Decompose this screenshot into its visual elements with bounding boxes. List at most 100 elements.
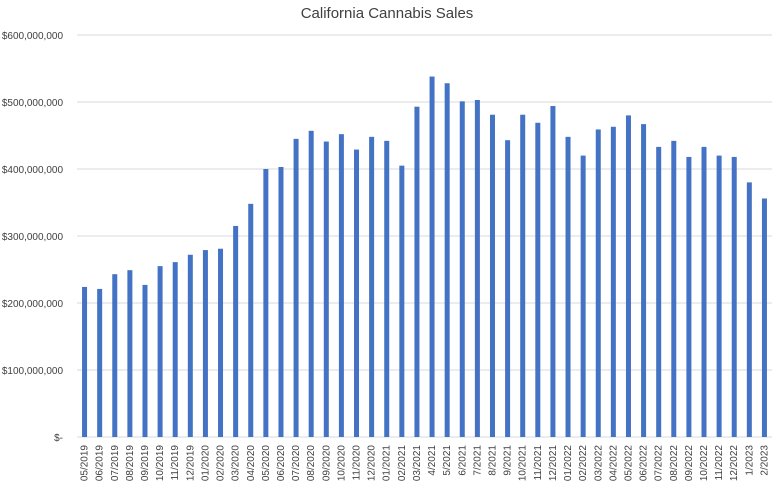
chart-title: California Cannabis Sales xyxy=(300,5,474,22)
x-tick-label: 03/2022 xyxy=(593,445,604,482)
bar xyxy=(233,225,239,437)
bar xyxy=(414,106,420,437)
x-tick-label: 11/2021 xyxy=(533,445,544,481)
x-tick-label: 8/2021 xyxy=(487,445,498,476)
bar xyxy=(701,146,707,437)
bar xyxy=(444,83,450,438)
y-tick-label: $- xyxy=(54,433,63,444)
bar xyxy=(580,155,586,437)
x-tick-label: 12/2021 xyxy=(548,445,559,482)
bar xyxy=(399,165,405,437)
x-tick-label: 06/2022 xyxy=(639,445,650,482)
bar xyxy=(308,130,314,437)
bar xyxy=(625,115,631,438)
x-tick-label: 01/2022 xyxy=(563,445,574,482)
bar xyxy=(384,140,390,438)
x-tick-label: 10/2020 xyxy=(336,445,347,482)
x-tick-label: 09/2020 xyxy=(321,445,332,482)
y-tick-label: $400,000,000 xyxy=(2,165,64,176)
x-tick-label: 02/2021 xyxy=(397,445,408,482)
bar xyxy=(278,166,284,438)
x-tick-label: 12/2022 xyxy=(729,445,740,482)
x-tick-label: 03/2020 xyxy=(231,445,242,482)
bar xyxy=(595,129,601,437)
bar xyxy=(550,106,556,438)
bar xyxy=(218,248,224,437)
y-axis-ticks: $- $100,000,000 $200,000,000 $300,000,000 $4… xyxy=(2,31,64,444)
bar xyxy=(157,266,163,437)
bar xyxy=(489,114,495,437)
x-tick-label: 05/2020 xyxy=(261,445,272,482)
y-tick-label: $100,000,000 xyxy=(2,366,64,377)
bar xyxy=(761,198,767,437)
bars xyxy=(82,76,767,438)
bar xyxy=(172,262,178,437)
bar xyxy=(429,76,435,437)
x-tick-label: 03/2021 xyxy=(412,445,423,482)
bar xyxy=(505,140,511,437)
bar xyxy=(746,182,752,437)
bar xyxy=(187,254,193,437)
y-tick-label: $600,000,000 xyxy=(2,31,64,42)
bar xyxy=(354,149,360,437)
x-tick-label: 2/2023 xyxy=(759,445,770,476)
y-tick-label: $200,000,000 xyxy=(2,299,64,310)
bar xyxy=(731,156,737,437)
x-tick-label: 6/2021 xyxy=(457,445,468,476)
x-tick-label: 05/2019 xyxy=(80,445,91,482)
bar xyxy=(248,203,254,437)
x-tick-label: 01/2021 xyxy=(382,445,393,482)
bar xyxy=(520,114,526,437)
x-tick-label: 04/2022 xyxy=(608,445,619,482)
x-tick-label: 10/2021 xyxy=(518,445,529,482)
bar xyxy=(656,146,662,437)
x-tick-label: 11/2022 xyxy=(714,445,725,481)
bar xyxy=(338,134,344,437)
x-axis-ticks: 05/2019 06/2019 07/2019 08/2019 09/2019 10/20… xyxy=(80,445,771,482)
x-tick-label: 07/2019 xyxy=(110,445,121,482)
bar xyxy=(112,274,118,437)
x-tick-label: 02/2020 xyxy=(216,445,227,482)
x-tick-label: 12/2020 xyxy=(367,445,378,482)
x-tick-label: 5/2021 xyxy=(442,445,453,476)
x-tick-label: 07/2022 xyxy=(654,445,665,482)
gridlines xyxy=(77,34,772,438)
x-tick-label: 10/2019 xyxy=(155,445,166,482)
x-tick-label: 9/2021 xyxy=(503,445,514,476)
bar xyxy=(610,126,616,437)
bar xyxy=(716,155,722,437)
bar xyxy=(97,288,103,437)
x-tick-label: 09/2019 xyxy=(140,445,151,482)
x-tick-label: 06/2020 xyxy=(276,445,287,482)
bar xyxy=(263,169,269,437)
x-tick-label: 05/2022 xyxy=(623,445,634,482)
x-tick-label: 08/2022 xyxy=(669,445,680,482)
x-tick-label: 09/2022 xyxy=(684,445,695,482)
x-tick-label: 08/2019 xyxy=(125,445,136,482)
bar xyxy=(323,141,329,437)
x-tick-label: 07/2020 xyxy=(291,445,302,482)
bar xyxy=(535,122,541,438)
bar xyxy=(142,284,148,437)
bar xyxy=(202,250,208,437)
x-tick-label: 4/2021 xyxy=(427,445,438,476)
x-tick-label: 11/2020 xyxy=(352,445,363,481)
bar xyxy=(82,286,88,437)
bar xyxy=(671,140,677,438)
x-tick-label: 01/2020 xyxy=(200,445,211,482)
x-tick-label: 08/2020 xyxy=(306,445,317,482)
bar xyxy=(293,138,299,437)
x-tick-label: 06/2019 xyxy=(95,445,106,482)
bar xyxy=(565,136,571,437)
bar xyxy=(127,270,133,437)
bar xyxy=(686,156,692,437)
bar xyxy=(474,99,480,438)
x-tick-label: 12/2019 xyxy=(185,445,196,482)
x-tick-label: 02/2022 xyxy=(578,445,589,482)
y-tick-label: $300,000,000 xyxy=(2,232,64,243)
bar xyxy=(369,136,375,437)
y-tick-label: $500,000,000 xyxy=(2,98,64,109)
x-tick-label: 11/2019 xyxy=(170,445,181,481)
bar xyxy=(459,101,465,437)
